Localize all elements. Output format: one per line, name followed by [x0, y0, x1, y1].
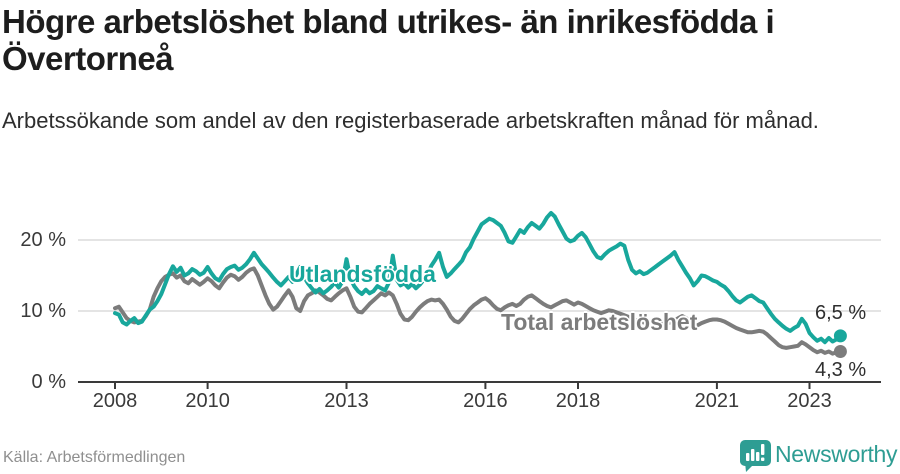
x-axis-tick-label: 2018 [555, 390, 601, 412]
page-title: Högre arbetslöshet bland utrikes- än inr… [2, 3, 775, 77]
x-axis-tick-label: 2008 [92, 390, 138, 412]
x-axis-tick-label: 2016 [463, 390, 508, 412]
series-label-total-arbetsloshet: Total arbetslöshet [501, 309, 698, 335]
end-value-label-utlandsfodda: 6,5 % [815, 302, 867, 324]
x-axis-tick-label: 2021 [694, 390, 740, 412]
x-axis-tick-label: 2013 [324, 390, 369, 412]
x-axis-tick-label: 2023 [787, 390, 832, 412]
source-note: Källa: Arbetsförmedlingen [3, 449, 186, 466]
end-value-label-total: 4,3 % [815, 359, 867, 381]
page-subtitle: Arbetssökande som andel av den registerb… [2, 108, 819, 133]
newsworthy-logo-icon [740, 440, 771, 472]
newsworthy-logo-text: Newsworthy [775, 441, 898, 467]
y-axis-tick-label: 0 % [31, 371, 66, 393]
series-label-utlandsfodda: Utlandsfödda [289, 261, 436, 287]
x-axis-tick-label: 2010 [185, 390, 230, 412]
newsworthy-logo[interactable]: Newsworthy [738, 438, 898, 472]
y-axis-tick-label: 10 % [20, 300, 66, 322]
y-axis-tick-label: 20 % [20, 229, 66, 251]
